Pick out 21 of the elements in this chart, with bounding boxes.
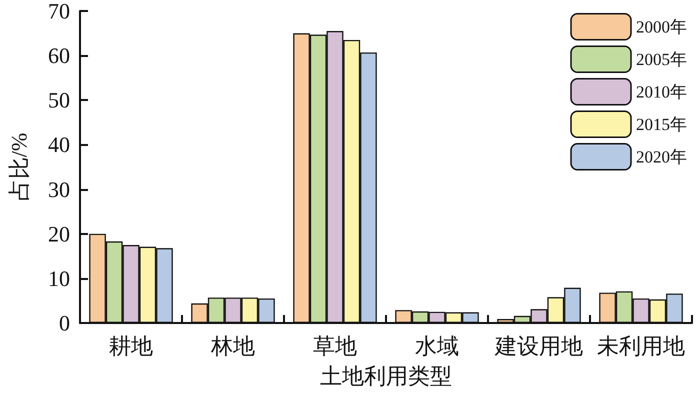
x-tick-label: 耕地 [109, 334, 153, 358]
y-tick-label: 20 [48, 221, 70, 246]
y-tick-label: 30 [48, 176, 70, 202]
legend-label: 2000年 [636, 17, 687, 36]
x-tick-label: 林地 [210, 334, 255, 358]
legend-label: 2020年 [636, 147, 687, 166]
y-axis-title: 占比/% [6, 132, 32, 202]
y-tick-label: 50 [48, 88, 70, 113]
x-axis-title: 土地利用类型 [320, 364, 452, 388]
legend-label: 2005年 [636, 50, 687, 69]
y-tick-label: 0 [59, 310, 70, 336]
x-tick-label: 草地 [313, 334, 357, 358]
x-tick-label: 建设用地 [494, 334, 583, 358]
y-tick-label: 60 [48, 43, 70, 68]
x-tick-label: 水域 [415, 334, 459, 358]
y-tick-label: 70 [48, 0, 70, 24]
legend-label: 2015年 [636, 114, 687, 134]
y-tick-label: 10 [48, 266, 70, 291]
legend-label: 2010年 [636, 82, 687, 102]
x-tick-label: 未利用地 [597, 334, 685, 358]
y-tick-label: 40 [48, 132, 70, 158]
